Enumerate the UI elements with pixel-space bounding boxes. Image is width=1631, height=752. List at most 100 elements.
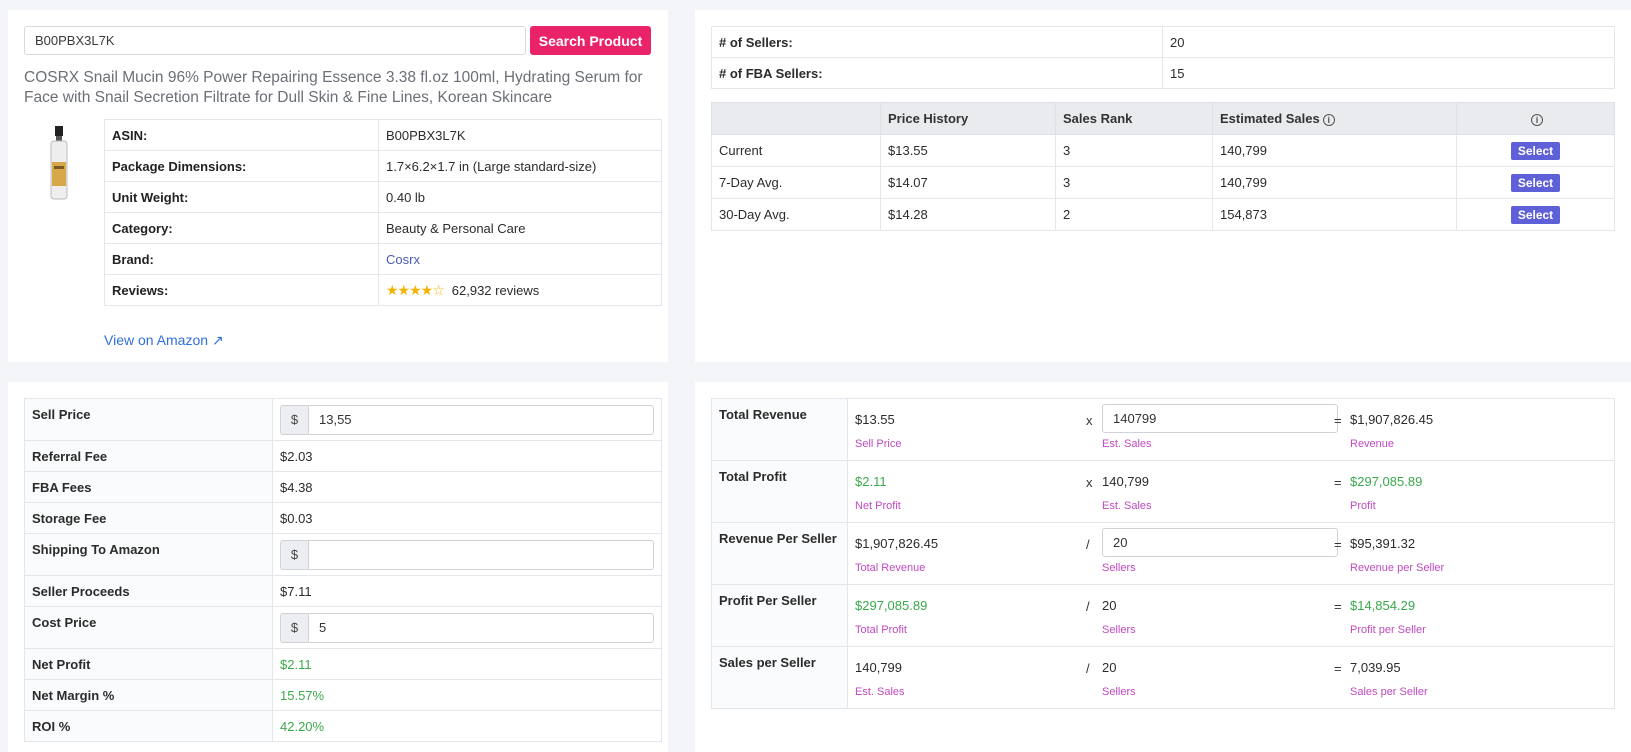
info-icon[interactable]: i bbox=[1531, 113, 1543, 126]
weight-value: 0.40 lb bbox=[378, 181, 662, 213]
fba-fees-value: $4.38 bbox=[272, 471, 662, 503]
fba-sellers-label: # of FBA Sellers: bbox=[711, 57, 1163, 89]
calc-operand-a: $2.11 bbox=[855, 474, 887, 489]
category-label: Category: bbox=[104, 212, 379, 244]
dimensions-label: Package Dimensions: bbox=[104, 150, 379, 182]
storage-fee-label: Storage Fee bbox=[24, 502, 273, 534]
calc-result: $14,854.29 bbox=[1350, 598, 1416, 613]
view-on-amazon-label: View on Amazon bbox=[104, 332, 209, 348]
product-info-table: ASIN: B00PBX3L7K Package Dimensions: 1.7×6… bbox=[104, 119, 662, 306]
calc-result: $297,085.89 bbox=[1350, 474, 1423, 489]
calc-caption-b: Sellers bbox=[1102, 562, 1136, 574]
product-title: COSRX Snail Mucin 96% Power Repairing Es… bbox=[24, 69, 643, 106]
calc-operand-a: $297,085.89 bbox=[855, 598, 928, 613]
calc-caption-result: Revenue per Seller bbox=[1350, 562, 1445, 574]
total-revenue-label: Total Revenue bbox=[711, 398, 848, 461]
dimensions-value: 1.7×6.2×1.7 in (Large standard-size) bbox=[378, 150, 662, 182]
calc-equals: = bbox=[1334, 537, 1342, 552]
view-on-amazon-link[interactable]: View on Amazon ↗ bbox=[104, 332, 224, 349]
price-history-table: Price History Sales Rank Estimated Sales… bbox=[711, 102, 1615, 231]
calc-operator: x bbox=[1086, 475, 1093, 490]
history-row-price: $13.55 bbox=[880, 134, 1056, 167]
calc-caption-b: Est. Sales bbox=[1102, 500, 1152, 512]
sellers-value: 20 bbox=[1162, 26, 1615, 58]
history-row-label: Current bbox=[711, 134, 881, 167]
history-header-blank bbox=[711, 102, 881, 135]
search-input[interactable] bbox=[24, 26, 526, 55]
profit-per-seller-label: Profit Per Seller bbox=[711, 584, 848, 647]
net-profit-label: Net Profit bbox=[24, 648, 273, 680]
history-header-sales-label: Estimated Sales bbox=[1220, 111, 1320, 126]
calc-operand-a: 140,799 bbox=[855, 660, 902, 675]
history-row-price: $14.28 bbox=[880, 198, 1056, 231]
fba-fees-label: FBA Fees bbox=[24, 471, 273, 503]
sellers-input[interactable] bbox=[1102, 528, 1338, 557]
net-profit-value: $2.11 bbox=[272, 648, 662, 680]
product-image bbox=[50, 126, 68, 200]
history-row-rank: 3 bbox=[1055, 134, 1213, 167]
referral-fee-label: Referral Fee bbox=[24, 440, 273, 472]
sellers-table: # of Sellers: 20 # of FBA Sellers: 15 bbox=[711, 26, 1615, 89]
reviews-label: Reviews: bbox=[104, 274, 379, 306]
calc-caption-b: Sellers bbox=[1102, 686, 1136, 698]
info-icon[interactable]: i bbox=[1322, 113, 1335, 126]
sales-per-seller-label: Sales per Seller bbox=[711, 646, 848, 709]
calculation-table: Total Revenue $13.55 Sell Price x Est. S… bbox=[711, 398, 1615, 709]
search-product-button[interactable]: Search Product bbox=[530, 26, 651, 55]
history-row-label: 7-Day Avg. bbox=[711, 166, 881, 199]
calc-result: $1,907,826.45 bbox=[1350, 412, 1434, 427]
calc-operator: x bbox=[1086, 413, 1093, 428]
calc-caption-b: Sellers bbox=[1102, 624, 1136, 636]
calc-caption-a: Sell Price bbox=[855, 438, 902, 450]
history-row-label: 30-Day Avg. bbox=[711, 198, 881, 231]
sellers-label: # of Sellers: bbox=[711, 26, 1163, 58]
asin-value: B00PBX3L7K bbox=[378, 119, 662, 151]
est-sales-input[interactable] bbox=[1102, 404, 1338, 433]
weight-label: Unit Weight: bbox=[104, 181, 379, 213]
seller-proceeds-label: Seller Proceeds bbox=[24, 575, 273, 607]
calc-operand-a: $13.55 bbox=[855, 412, 895, 427]
calc-result: $95,391.32 bbox=[1350, 536, 1416, 551]
storage-fee-value: $0.03 bbox=[272, 502, 662, 534]
fees-card: Sell Price $ Referral Fee$2.03 FBA Fees$… bbox=[8, 382, 668, 752]
currency-prefix: $ bbox=[280, 612, 308, 643]
net-margin-label: Net Margin % bbox=[24, 679, 273, 711]
product-card: Search Product COSRX Snail Mucin 96% Pow… bbox=[8, 10, 668, 362]
history-header-action: i bbox=[1456, 102, 1615, 135]
calc-caption-result: Sales per Seller bbox=[1350, 686, 1428, 698]
select-current-button[interactable]: Select bbox=[1510, 141, 1561, 160]
shipping-field: $ bbox=[280, 539, 654, 570]
history-row-sales: 140,799 bbox=[1212, 166, 1457, 199]
calc-caption-result: Profit bbox=[1350, 500, 1376, 512]
fba-sellers-value: 15 bbox=[1162, 57, 1615, 89]
history-row-rank: 3 bbox=[1055, 166, 1213, 199]
calc-operator: / bbox=[1086, 537, 1090, 552]
cost-price-label: Cost Price bbox=[24, 606, 273, 649]
roi-value: 42.20% bbox=[272, 710, 662, 742]
select-7day-button[interactable]: Select bbox=[1510, 173, 1561, 192]
calc-operand-b: 140,799 bbox=[1102, 474, 1149, 489]
shipping-label: Shipping To Amazon bbox=[24, 533, 273, 576]
brand-link[interactable]: Cosrx bbox=[386, 251, 420, 267]
shipping-input[interactable] bbox=[308, 539, 654, 570]
sellers-card: # of Sellers: 20 # of FBA Sellers: 15 Pric… bbox=[695, 10, 1631, 362]
brand-label: Brand: bbox=[104, 243, 379, 275]
currency-prefix: $ bbox=[280, 404, 308, 435]
calc-equals: = bbox=[1334, 475, 1342, 490]
sell-price-input[interactable] bbox=[308, 404, 654, 435]
table-row: Total Profit $2.11 Net Profit x 140,799 … bbox=[711, 460, 1615, 523]
total-profit-label: Total Profit bbox=[711, 460, 848, 523]
fees-table: Sell Price $ Referral Fee$2.03 FBA Fees$… bbox=[24, 398, 662, 742]
table-row: 7-Day Avg. $14.07 3 140,799 Select bbox=[711, 166, 1615, 199]
history-row-rank: 2 bbox=[1055, 198, 1213, 231]
history-row-sales: 140,799 bbox=[1212, 134, 1457, 167]
cost-price-input[interactable] bbox=[308, 612, 654, 643]
history-header-price: Price History bbox=[880, 102, 1056, 135]
net-margin-value: 15.57% bbox=[272, 679, 662, 711]
calc-result: 7,039.95 bbox=[1350, 660, 1401, 675]
calc-caption-b: Est. Sales bbox=[1102, 438, 1152, 450]
table-row: Sales per Seller 140,799 Est. Sales / 20… bbox=[711, 646, 1615, 709]
calc-operator: / bbox=[1086, 661, 1090, 676]
history-row-price: $14.07 bbox=[880, 166, 1056, 199]
select-30day-button[interactable]: Select bbox=[1510, 205, 1561, 224]
